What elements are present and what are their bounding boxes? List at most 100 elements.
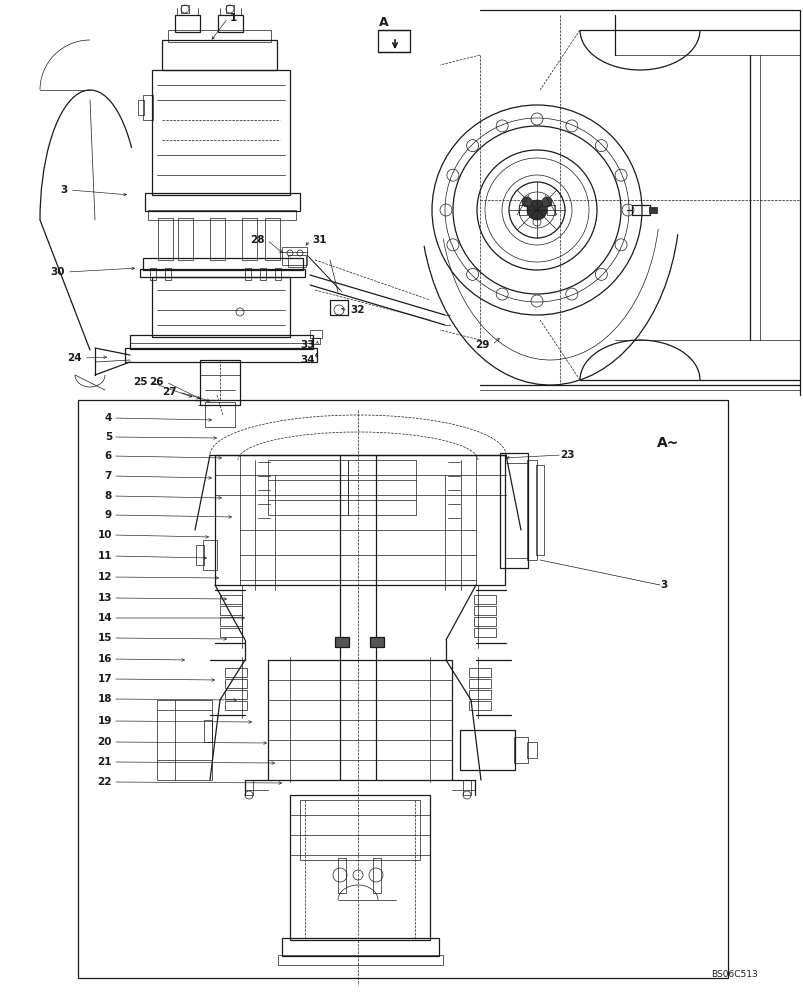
Bar <box>143 95 153 120</box>
Bar <box>210 218 225 260</box>
Bar <box>337 858 345 893</box>
Bar <box>348 460 415 515</box>
Bar <box>282 247 307 265</box>
Bar <box>526 460 536 560</box>
Text: 10: 10 <box>97 530 112 540</box>
Bar <box>220 617 242 626</box>
Text: 3: 3 <box>659 580 666 590</box>
Bar <box>204 720 212 742</box>
Text: 23: 23 <box>560 450 574 460</box>
Bar <box>124 348 316 362</box>
Bar <box>526 742 536 758</box>
Bar <box>78 400 727 978</box>
Bar <box>265 218 279 260</box>
Bar <box>220 595 242 604</box>
Bar <box>310 330 321 338</box>
Text: 33: 33 <box>300 340 315 350</box>
Bar <box>245 268 251 280</box>
Bar <box>267 460 348 515</box>
Bar <box>140 269 304 277</box>
Text: 11: 11 <box>97 551 112 561</box>
Text: 3: 3 <box>61 185 68 195</box>
Bar <box>205 402 234 427</box>
Bar <box>226 5 234 13</box>
Text: 5: 5 <box>104 432 112 442</box>
Text: BS06C513: BS06C513 <box>711 970 757 979</box>
Text: 4: 4 <box>104 413 112 423</box>
Text: 14: 14 <box>97 613 112 623</box>
Bar <box>165 268 171 280</box>
Bar <box>519 205 526 215</box>
Circle shape <box>521 197 532 207</box>
Bar <box>468 701 491 710</box>
Text: 16: 16 <box>97 654 112 664</box>
Bar <box>138 100 144 115</box>
Bar <box>648 207 656 213</box>
Bar <box>175 15 200 32</box>
Text: 27: 27 <box>162 387 177 397</box>
Bar <box>290 795 430 940</box>
Text: 30: 30 <box>51 267 65 277</box>
Bar <box>474 606 495 615</box>
Bar <box>631 205 649 215</box>
Text: 12: 12 <box>97 572 112 582</box>
Bar <box>214 455 504 585</box>
Bar <box>463 780 471 795</box>
Bar <box>225 668 247 677</box>
Bar <box>536 465 544 555</box>
Bar <box>459 730 515 770</box>
Bar <box>245 780 253 795</box>
Circle shape <box>541 197 552 207</box>
Bar <box>474 617 495 626</box>
Bar <box>196 545 204 565</box>
Bar <box>158 218 173 260</box>
Text: 25: 25 <box>133 377 148 387</box>
Bar <box>202 540 217 570</box>
Text: 34: 34 <box>300 355 315 365</box>
Text: 1: 1 <box>230 13 237 23</box>
Bar <box>152 70 290 195</box>
Bar <box>329 300 348 315</box>
Bar <box>152 277 290 337</box>
Bar <box>168 30 271 42</box>
Bar <box>474 628 495 637</box>
Circle shape <box>526 200 546 220</box>
Bar <box>225 679 247 688</box>
Bar <box>218 15 243 32</box>
Bar <box>377 30 410 52</box>
Bar <box>546 205 554 215</box>
Bar <box>278 955 442 965</box>
Bar <box>145 193 300 211</box>
Text: 19: 19 <box>97 716 112 726</box>
Text: 28: 28 <box>251 235 265 245</box>
Text: 24: 24 <box>67 353 82 363</box>
Bar <box>259 268 266 280</box>
Text: 8: 8 <box>104 491 112 501</box>
Bar <box>287 255 306 267</box>
Bar <box>513 737 528 763</box>
Text: 21: 21 <box>97 757 112 767</box>
Bar <box>220 628 242 637</box>
Text: 32: 32 <box>349 305 364 315</box>
Text: 9: 9 <box>104 510 112 520</box>
Text: 13: 13 <box>97 593 112 603</box>
Bar <box>157 700 212 780</box>
Bar <box>161 40 277 70</box>
Bar <box>468 668 491 677</box>
Text: A: A <box>379 16 389 29</box>
Bar <box>468 679 491 688</box>
Text: 15: 15 <box>97 633 112 643</box>
Text: 6: 6 <box>104 451 112 461</box>
Text: 29: 29 <box>475 340 489 350</box>
Bar <box>300 800 419 860</box>
Text: 20: 20 <box>97 737 112 747</box>
Bar <box>275 268 281 280</box>
Bar <box>499 453 528 568</box>
Bar <box>148 210 296 220</box>
Text: 22: 22 <box>97 777 112 787</box>
Bar <box>181 5 189 13</box>
Bar <box>267 660 451 780</box>
Bar <box>130 335 312 349</box>
Bar <box>150 268 156 280</box>
Text: 26: 26 <box>149 377 164 387</box>
